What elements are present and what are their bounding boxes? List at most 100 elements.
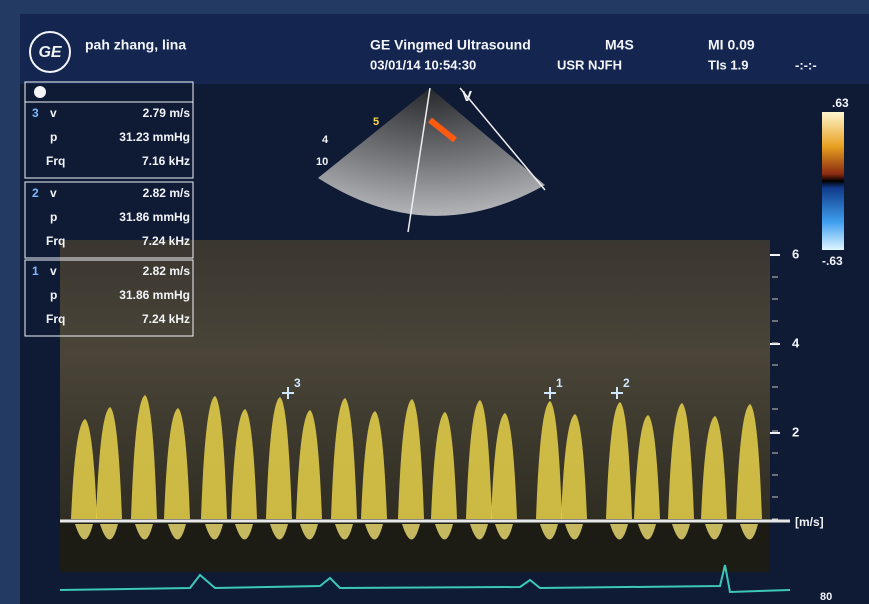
peak — [431, 412, 457, 519]
p-value: 31.86 mmHg — [119, 210, 190, 224]
mi: MI 0.09 — [708, 37, 755, 53]
color-flow — [428, 117, 457, 143]
peak — [266, 397, 292, 519]
measurement-id: 1 — [32, 264, 39, 278]
peak-below — [300, 524, 318, 540]
spectral-peaks — [71, 395, 762, 540]
peak — [331, 398, 357, 519]
datetime: 03/01/14 10:54:30 — [370, 57, 476, 72]
scale-label: 4 — [792, 335, 800, 350]
v-value: 2.82 m/s — [143, 264, 191, 278]
v-value: 2.82 m/s — [143, 186, 191, 200]
color-bar — [822, 112, 844, 250]
color-scale-top: .63 — [832, 96, 849, 110]
frq-value: 7.24 kHz — [142, 312, 190, 326]
tis: TIs 1.9 — [708, 57, 748, 72]
peak — [466, 400, 492, 519]
p-label: p — [50, 130, 57, 144]
p-label: p — [50, 288, 57, 302]
peak — [536, 401, 562, 519]
frq-label: Frq — [46, 234, 65, 248]
scale-label: 2 — [792, 424, 799, 439]
user: USR NJFH — [557, 57, 622, 72]
sector-line — [459, 87, 546, 191]
peak-below — [365, 524, 383, 540]
peak-below — [610, 524, 628, 540]
caliper — [282, 387, 294, 399]
peak — [164, 408, 190, 519]
peak-below — [168, 524, 186, 540]
frq-value: 7.24 kHz — [142, 234, 190, 248]
peak — [561, 414, 587, 519]
peak — [201, 396, 227, 519]
echo-sector — [318, 88, 545, 216]
v-label: v — [50, 186, 57, 200]
peak-below — [270, 524, 288, 540]
peak-below — [135, 524, 153, 540]
header-band — [20, 14, 869, 84]
peak — [296, 410, 322, 519]
caliper — [611, 387, 623, 399]
velocity-unit: [m/s] — [795, 515, 824, 529]
v-value: 2.79 m/s — [143, 106, 191, 120]
peak-below — [565, 524, 583, 540]
frq-value: 7.16 kHz — [142, 154, 190, 168]
logo-text: GE — [38, 44, 62, 61]
peak-below — [75, 524, 93, 540]
peak-below — [435, 524, 453, 540]
peak-below — [495, 524, 513, 540]
depth-label: 4 — [322, 134, 329, 146]
peak-below — [470, 524, 488, 540]
peak — [634, 415, 660, 519]
scale-label: 6 — [792, 246, 799, 261]
p-value: 31.86 mmHg — [119, 288, 190, 302]
peak-below — [740, 524, 758, 540]
peak-below — [705, 524, 723, 540]
measurement-box — [24, 101, 194, 179]
peak-below — [235, 524, 253, 540]
measurement-box — [24, 259, 194, 337]
patient-name: pah zhang, lina — [85, 37, 186, 53]
probe: M4S — [605, 37, 634, 53]
ge-logo — [29, 31, 71, 73]
caliper-label: 3 — [294, 376, 301, 390]
measurement-id: 2 — [32, 186, 39, 200]
peak — [668, 403, 694, 519]
sector-line — [407, 87, 431, 233]
frq-label: Frq — [46, 312, 65, 326]
peak — [71, 419, 97, 519]
time-field: -:-:- — [795, 57, 817, 72]
peak-below — [100, 524, 118, 540]
caliper-label: 2 — [623, 376, 630, 390]
depth-label: 5 — [373, 116, 379, 128]
peak — [361, 411, 387, 519]
peak — [701, 416, 727, 519]
peak — [231, 409, 257, 519]
peak-below — [540, 524, 558, 540]
peak — [736, 404, 762, 519]
peak — [96, 407, 122, 519]
panel-icon — [34, 86, 46, 98]
v-label: v — [50, 106, 57, 120]
peak-below — [402, 524, 420, 540]
peak — [131, 395, 157, 519]
ecg-scale: 80 — [820, 591, 832, 603]
device-name: GE Vingmed Ultrasound — [370, 37, 531, 53]
caliper-label: 1 — [556, 376, 563, 390]
mode-label: V — [462, 88, 472, 105]
p-label: p — [50, 210, 57, 224]
ecg-trace — [59, 564, 791, 594]
measurement-id: 3 — [32, 106, 39, 120]
p-value: 31.23 mmHg — [119, 130, 190, 144]
peak — [606, 402, 632, 519]
peak — [398, 399, 424, 519]
peak-below — [638, 524, 656, 540]
frq-label: Frq — [46, 154, 65, 168]
color-scale-bottom: -.63 — [822, 254, 843, 268]
peak-below — [335, 524, 353, 540]
measurement-box — [24, 181, 194, 259]
peak-below — [205, 524, 223, 540]
v-label: v — [50, 264, 57, 278]
depth-label: 10 — [316, 156, 328, 168]
peak — [491, 413, 517, 519]
